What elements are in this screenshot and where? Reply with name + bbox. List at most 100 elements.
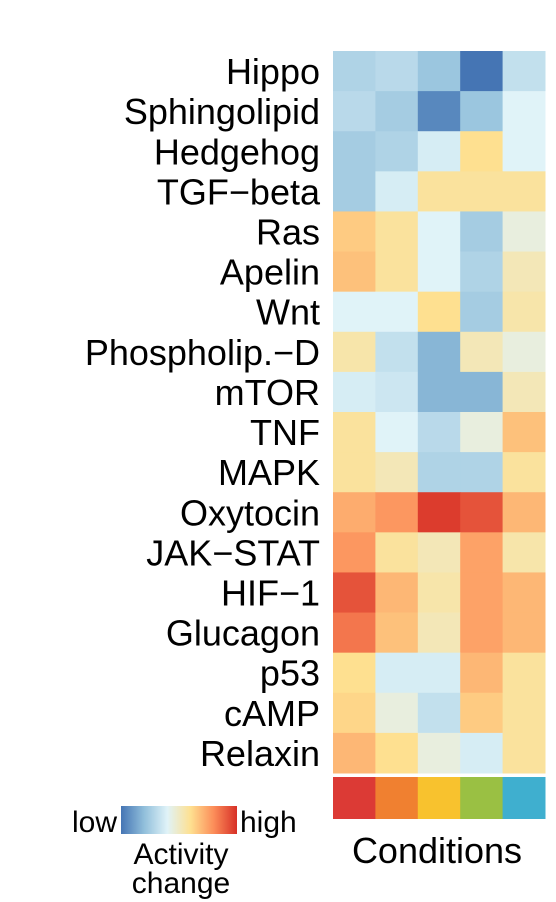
heatmap-cell	[333, 51, 376, 92]
row-label: Ras	[256, 212, 320, 253]
legend-title-line2: change	[132, 867, 230, 900]
heatmap-cell	[460, 171, 504, 212]
heatmap-cell	[417, 492, 461, 533]
row-label: Wnt	[256, 292, 320, 333]
legend-high-label: high	[240, 806, 297, 839]
heatmap-cells	[333, 51, 546, 774]
row-label: JAK−STAT	[146, 532, 320, 573]
row-label: Relaxin	[200, 733, 320, 774]
heatmap-cell	[333, 171, 376, 212]
heatmap-cell	[417, 131, 461, 172]
heatmap-cell	[502, 412, 546, 453]
heatmap-cell	[417, 211, 461, 253]
heatmap-cell	[502, 612, 546, 654]
heatmap-cell	[333, 492, 376, 533]
heatmap-cell	[460, 51, 504, 92]
heatmap-cell	[333, 692, 376, 734]
heatmap-cell	[417, 572, 461, 614]
row-label: Sphingolipid	[124, 91, 320, 132]
row-labels: HippoSphingolipidHedgehogTGF−betaRasApel…	[85, 51, 321, 774]
heatmap-cell	[375, 51, 419, 92]
heatmap-cell	[333, 572, 376, 614]
heatmap-cell	[333, 412, 376, 453]
heatmap-cell	[460, 532, 504, 573]
heatmap-cell	[375, 251, 419, 293]
row-label: HIF−1	[221, 573, 320, 614]
heatmap-cell	[417, 612, 461, 654]
heatmap-cell	[333, 371, 376, 413]
heatmap-cell	[333, 612, 376, 654]
row-label: cAMP	[224, 693, 320, 734]
heatmap-cell	[502, 91, 546, 132]
heatmap-cell	[375, 652, 419, 694]
heatmap-cell	[502, 331, 546, 373]
condition-color-bar	[333, 777, 546, 819]
row-label: TGF−beta	[157, 171, 321, 212]
row-label: mTOR	[215, 372, 320, 413]
heatmap-cell	[460, 211, 504, 253]
heatmap-cell	[460, 732, 504, 774]
heatmap-cell	[460, 692, 504, 734]
row-label: TNF	[250, 412, 320, 453]
heatmap-cell	[375, 291, 419, 333]
row-label: MAPK	[218, 452, 320, 493]
row-label: p53	[260, 653, 320, 694]
heatmap-cell	[375, 131, 419, 172]
legend-gradient-bar	[121, 806, 237, 834]
heatmap-cell	[502, 652, 546, 694]
heatmap-cell	[460, 452, 504, 493]
condition-swatch	[333, 777, 376, 819]
heatmap-cell	[333, 331, 376, 373]
x-axis-label: Conditions	[352, 830, 522, 871]
heatmap-cell	[502, 452, 546, 493]
condition-swatch	[375, 777, 419, 819]
heatmap-cell	[333, 251, 376, 293]
heatmap-cell	[460, 291, 504, 333]
condition-swatch	[502, 777, 546, 819]
heatmap-cell	[502, 171, 546, 212]
heatmap-cell	[375, 732, 419, 774]
heatmap-cell	[502, 532, 546, 573]
heatmap-cell	[417, 371, 461, 413]
heatmap-cell	[375, 371, 419, 413]
heatmap-cell	[375, 452, 419, 493]
heatmap-cell	[502, 492, 546, 533]
heatmap-cell	[375, 492, 419, 533]
heatmap-cell	[333, 452, 376, 493]
heatmap-cell	[375, 572, 419, 614]
heatmap-cell	[333, 532, 376, 573]
heatmap-cell	[502, 572, 546, 614]
heatmap-cell	[333, 732, 376, 774]
heatmap-cell	[333, 652, 376, 694]
heatmap-cell	[502, 251, 546, 293]
heatmap-cell	[417, 91, 461, 132]
heatmap-cell	[460, 371, 504, 413]
row-label: Apelin	[220, 252, 320, 293]
heatmap-cell	[375, 532, 419, 573]
row-label: Hedgehog	[154, 131, 320, 172]
heatmap-cell	[333, 131, 376, 172]
heatmap-cell	[460, 251, 504, 293]
heatmap-cell	[375, 331, 419, 373]
heatmap-cell	[375, 211, 419, 253]
heatmap-cell	[417, 732, 461, 774]
heatmap-cell	[502, 732, 546, 774]
heatmap-cell	[417, 532, 461, 573]
heatmap-cell	[460, 612, 504, 654]
heatmap-cell	[417, 331, 461, 373]
heatmap-cell	[502, 371, 546, 413]
heatmap-cell	[502, 291, 546, 333]
legend-low-label: low	[72, 806, 117, 839]
color-legend: low high Activity change	[72, 806, 297, 900]
condition-swatch	[460, 777, 504, 819]
heatmap-cell	[375, 412, 419, 453]
heatmap-cell	[375, 692, 419, 734]
heatmap-cell	[460, 131, 504, 172]
heatmap-cell	[460, 572, 504, 614]
heatmap-cell	[460, 412, 504, 453]
heatmap-cell	[460, 492, 504, 533]
heatmap-cell	[375, 612, 419, 654]
heatmap-cell	[417, 171, 461, 212]
heatmap-cell	[375, 171, 419, 212]
